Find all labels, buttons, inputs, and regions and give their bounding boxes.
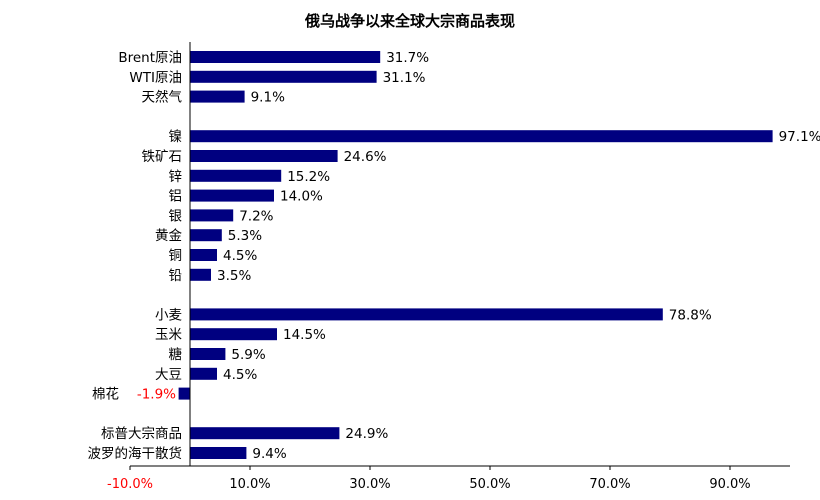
data-label: 3.5% bbox=[217, 268, 251, 284]
bar bbox=[190, 70, 377, 83]
category-label: 棉花 bbox=[92, 387, 119, 403]
data-label: 4.5% bbox=[223, 248, 257, 264]
data-label: 31.1% bbox=[383, 70, 426, 86]
category-label: WTI原油 bbox=[129, 70, 182, 86]
data-label: 15.2% bbox=[287, 169, 330, 185]
category-label: 铝 bbox=[169, 189, 183, 205]
data-label: 24.9% bbox=[345, 426, 388, 442]
bar bbox=[190, 90, 245, 103]
bar bbox=[178, 387, 190, 400]
category-label: 小麦 bbox=[155, 307, 182, 323]
bar bbox=[190, 169, 282, 182]
category-label: 糖 bbox=[169, 347, 183, 363]
bar bbox=[190, 209, 234, 222]
data-label: 9.1% bbox=[251, 90, 285, 106]
bar bbox=[190, 268, 211, 281]
data-label: 24.6% bbox=[344, 149, 387, 165]
x-tick-label: 70.0% bbox=[589, 477, 630, 492]
category-label: 大豆 bbox=[155, 367, 182, 383]
bar bbox=[190, 328, 277, 341]
x-tick-label: -10.0% bbox=[107, 477, 153, 492]
bar bbox=[190, 447, 247, 459]
data-label: 14.0% bbox=[280, 189, 323, 205]
category-label: 镍 bbox=[169, 129, 183, 145]
bar bbox=[190, 51, 381, 63]
category-label: 铅 bbox=[169, 268, 183, 284]
x-tick-label: 90.0% bbox=[709, 477, 750, 492]
data-label: 31.7% bbox=[386, 50, 429, 66]
data-label: 4.5% bbox=[223, 367, 257, 383]
bar bbox=[190, 249, 217, 261]
category-label: 银 bbox=[169, 208, 183, 224]
bar bbox=[190, 130, 773, 143]
data-label: 9.4% bbox=[252, 446, 286, 462]
bar bbox=[190, 189, 274, 202]
bar bbox=[190, 367, 217, 380]
data-label: 14.5% bbox=[283, 327, 326, 343]
data-label: 5.3% bbox=[228, 228, 262, 244]
data-label: 5.9% bbox=[231, 347, 265, 363]
data-label: 78.8% bbox=[669, 307, 712, 323]
category-label: 锌 bbox=[169, 169, 183, 185]
bar bbox=[190, 427, 340, 440]
data-label: -1.9% bbox=[137, 387, 176, 403]
bar bbox=[190, 150, 338, 162]
category-label: 玉米 bbox=[155, 327, 182, 343]
category-label: 标普大宗商品 bbox=[101, 426, 182, 442]
bar bbox=[190, 308, 663, 321]
category-label: 波罗的海干散货 bbox=[88, 445, 183, 462]
bar bbox=[190, 229, 222, 242]
category-label: Brent原油 bbox=[118, 50, 182, 66]
x-tick-label: 30.0% bbox=[349, 477, 390, 492]
chart-title: 俄乌战争以来全球大宗商品表现 bbox=[304, 12, 515, 30]
data-label: 97.1% bbox=[779, 129, 820, 145]
category-label: 铜 bbox=[169, 248, 183, 264]
x-tick-label: 50.0% bbox=[469, 477, 510, 492]
data-label: 7.2% bbox=[239, 208, 273, 224]
category-label: 天然气 bbox=[142, 89, 183, 106]
bar bbox=[190, 348, 226, 360]
category-label: 黄金 bbox=[155, 228, 182, 244]
category-label: 铁矿石 bbox=[142, 149, 183, 165]
x-tick-label: 10.0% bbox=[229, 477, 270, 492]
